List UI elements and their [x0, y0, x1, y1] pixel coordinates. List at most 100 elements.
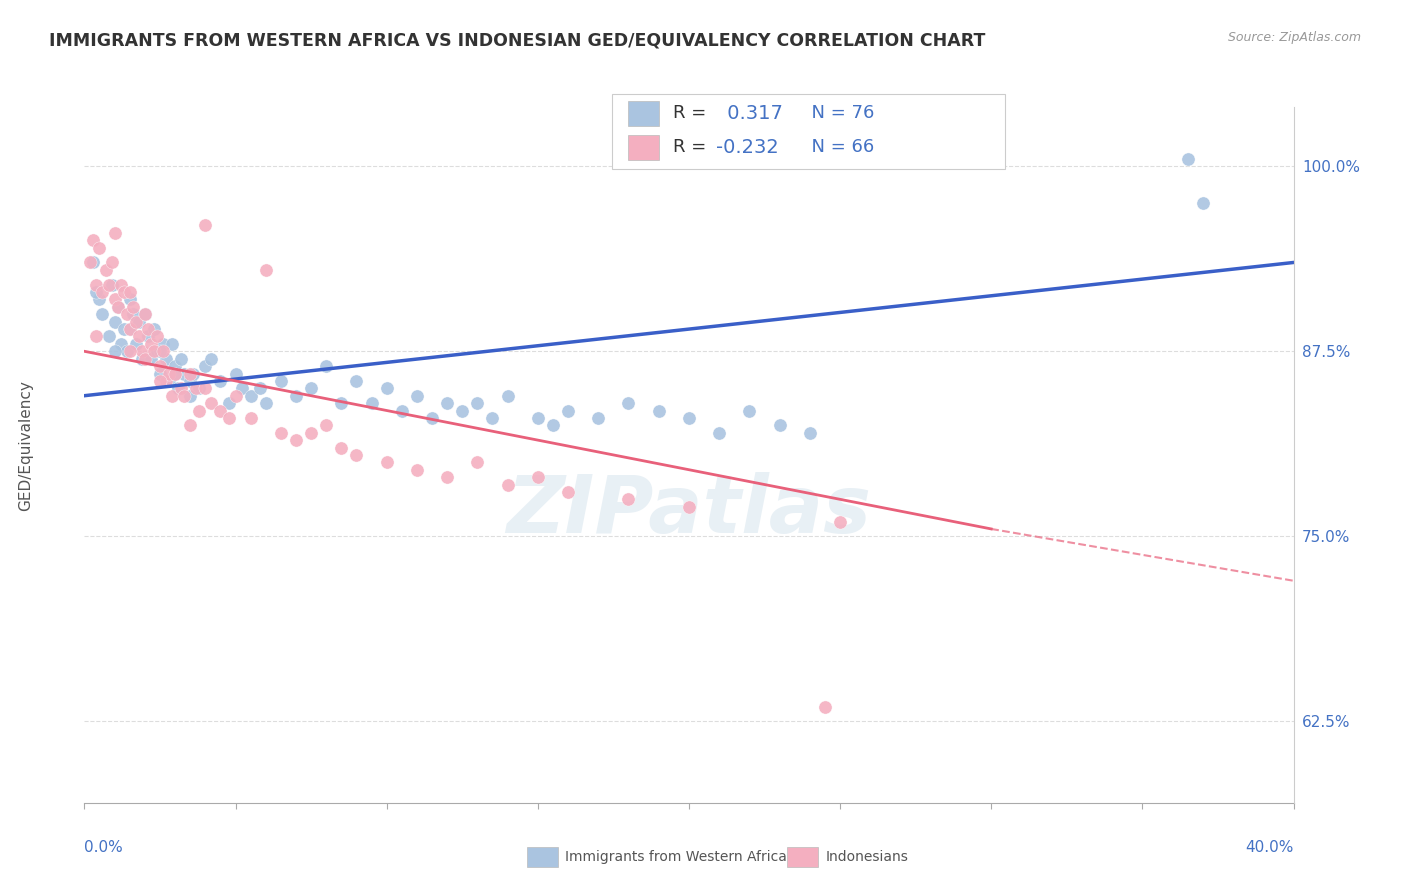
- Point: [285, 433, 308, 447]
- Point: [270, 425, 292, 440]
- Point: [617, 396, 640, 410]
- Point: [79, 255, 101, 269]
- Point: [167, 381, 190, 395]
- Point: [121, 307, 143, 321]
- Point: [165, 367, 187, 381]
- Point: [155, 374, 177, 388]
- Point: [1192, 196, 1215, 211]
- Text: 0.0%: 0.0%: [84, 839, 124, 855]
- Point: [110, 337, 132, 351]
- Point: [194, 219, 217, 233]
- Point: [89, 241, 111, 255]
- Point: [104, 344, 127, 359]
- Point: [142, 322, 165, 336]
- Point: [136, 322, 159, 336]
- Point: [100, 255, 122, 269]
- Text: 0.317: 0.317: [721, 103, 783, 123]
- Point: [157, 374, 180, 388]
- Point: [118, 322, 141, 336]
- Point: [194, 381, 217, 395]
- Point: [115, 307, 138, 321]
- Point: [496, 477, 519, 491]
- Point: [541, 418, 564, 433]
- Point: [375, 455, 398, 469]
- Point: [1177, 152, 1199, 166]
- Text: ZIPatlas: ZIPatlas: [506, 472, 872, 549]
- Point: [496, 389, 519, 403]
- Point: [270, 374, 292, 388]
- Point: [799, 425, 821, 440]
- Point: [249, 381, 271, 395]
- Point: [285, 389, 308, 403]
- Point: [170, 351, 193, 366]
- Point: [104, 293, 127, 307]
- Point: [86, 329, 108, 343]
- Point: [139, 351, 162, 366]
- Point: [225, 367, 247, 381]
- Point: [89, 293, 111, 307]
- Point: [152, 337, 174, 351]
- Text: Immigrants from Western Africa: Immigrants from Western Africa: [565, 850, 787, 864]
- Point: [82, 255, 104, 269]
- Point: [104, 315, 127, 329]
- Point: [315, 418, 337, 433]
- Point: [104, 226, 127, 240]
- Point: [209, 403, 232, 417]
- Point: [330, 441, 353, 455]
- Point: [97, 277, 120, 292]
- Point: [179, 389, 201, 403]
- Point: [315, 359, 337, 373]
- Point: [527, 411, 550, 425]
- Point: [225, 389, 247, 403]
- Point: [125, 315, 148, 329]
- Point: [118, 344, 141, 359]
- Point: [181, 367, 204, 381]
- Point: [179, 367, 201, 381]
- Point: [149, 344, 172, 359]
- Text: Source: ZipAtlas.com: Source: ZipAtlas.com: [1227, 31, 1361, 45]
- Point: [170, 381, 193, 395]
- Point: [173, 367, 195, 381]
- Point: [678, 500, 700, 514]
- Point: [406, 389, 429, 403]
- Point: [254, 396, 277, 410]
- Point: [149, 367, 172, 381]
- Point: [107, 300, 129, 314]
- Point: [134, 351, 156, 366]
- Point: [346, 374, 368, 388]
- Point: [131, 351, 153, 366]
- Point: [254, 263, 277, 277]
- Point: [165, 359, 187, 373]
- Point: [128, 329, 150, 343]
- Point: [100, 277, 122, 292]
- Text: GED/Equivalency: GED/Equivalency: [18, 381, 32, 511]
- Point: [94, 263, 117, 277]
- Point: [709, 425, 731, 440]
- Point: [97, 329, 120, 343]
- Point: [136, 329, 159, 343]
- Point: [391, 403, 413, 417]
- Point: [110, 277, 132, 292]
- Point: [82, 233, 104, 247]
- Point: [91, 307, 114, 321]
- Point: [160, 337, 183, 351]
- Point: [678, 411, 700, 425]
- Text: R =: R =: [673, 138, 713, 156]
- Point: [648, 403, 671, 417]
- Point: [209, 374, 232, 388]
- Point: [406, 463, 429, 477]
- Point: [125, 337, 148, 351]
- Point: [557, 403, 579, 417]
- Point: [179, 418, 201, 433]
- Text: Indonesians: Indonesians: [825, 850, 908, 864]
- Point: [218, 411, 240, 425]
- Point: [188, 381, 211, 395]
- Point: [194, 359, 217, 373]
- Point: [118, 285, 141, 299]
- Point: [157, 367, 180, 381]
- Text: N = 76: N = 76: [800, 104, 875, 122]
- Point: [121, 300, 143, 314]
- Point: [173, 389, 195, 403]
- Point: [160, 389, 183, 403]
- Point: [588, 411, 610, 425]
